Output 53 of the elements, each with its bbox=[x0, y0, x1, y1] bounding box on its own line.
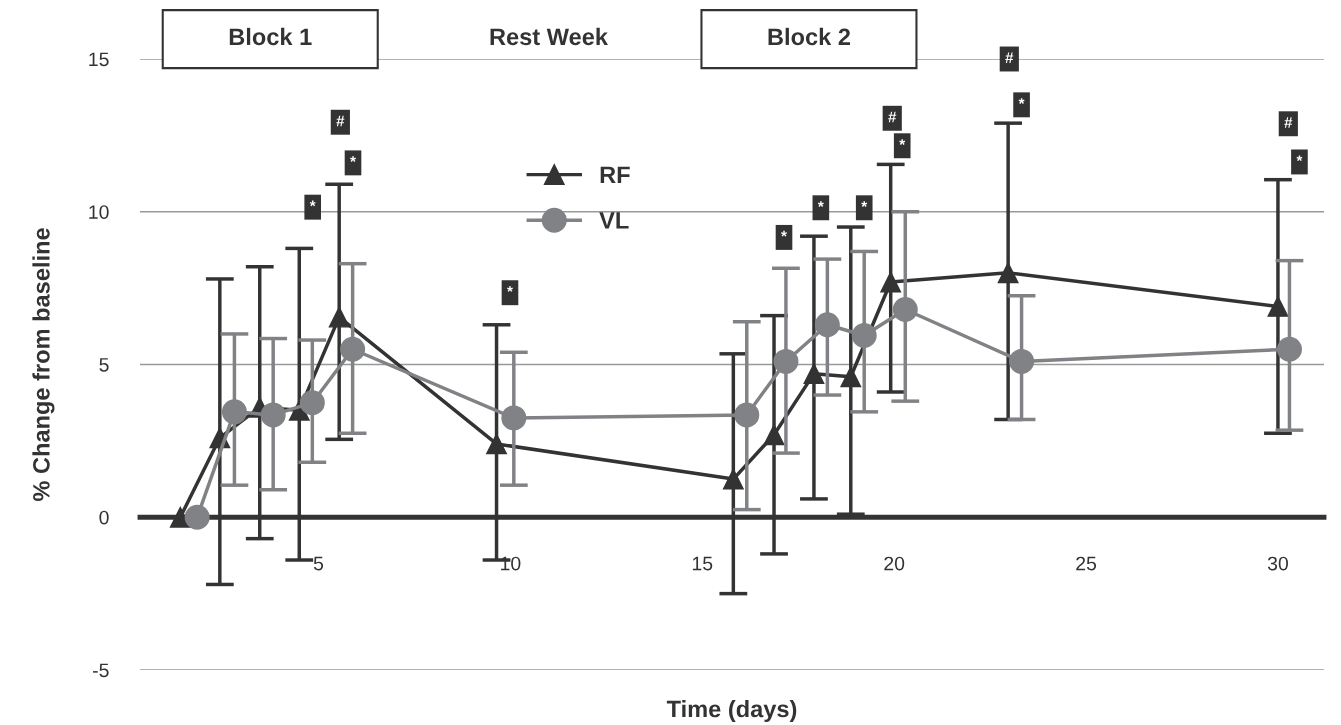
point bbox=[851, 322, 877, 348]
point bbox=[169, 506, 191, 528]
annotation: * bbox=[899, 139, 906, 145]
y-tick-label: 5 bbox=[99, 358, 109, 372]
point bbox=[501, 405, 527, 431]
annotation: # bbox=[336, 115, 345, 127]
point bbox=[997, 262, 1019, 284]
x-tick-label: 5 bbox=[313, 556, 324, 571]
text: Block 2 bbox=[768, 27, 851, 46]
point bbox=[892, 297, 918, 323]
point bbox=[880, 271, 902, 293]
annotation: * bbox=[1018, 98, 1025, 104]
point bbox=[1276, 336, 1302, 362]
y-tick-label: 0 bbox=[99, 510, 109, 525]
annotation: * bbox=[507, 286, 513, 292]
annotation: # bbox=[1284, 117, 1293, 128]
point bbox=[184, 504, 210, 530]
point bbox=[773, 348, 799, 374]
point bbox=[763, 424, 785, 446]
x-axis-title: Time (days) bbox=[666, 700, 797, 723]
annotation: * bbox=[1296, 155, 1303, 162]
annotation: # bbox=[888, 111, 897, 123]
legend-label: RF bbox=[600, 166, 630, 183]
point bbox=[328, 306, 350, 328]
point bbox=[340, 336, 366, 362]
text: Block 1 bbox=[229, 27, 312, 46]
y-axis-title: % Change from baseline bbox=[32, 228, 55, 502]
point bbox=[1267, 296, 1289, 317]
x-tick-label: 20 bbox=[884, 556, 905, 571]
x-tick-label: 25 bbox=[1076, 556, 1097, 571]
legend-label: VL bbox=[599, 212, 629, 229]
annotation: * bbox=[781, 230, 787, 237]
y-tick-label: 15 bbox=[89, 52, 109, 67]
x-tick-label: 30 bbox=[1267, 556, 1288, 571]
annotation: * bbox=[817, 201, 824, 207]
point bbox=[1009, 348, 1035, 374]
y-tick-label: -5 bbox=[93, 663, 109, 678]
point bbox=[803, 363, 825, 385]
annotation: * bbox=[350, 156, 356, 162]
text: Rest Week bbox=[490, 27, 609, 46]
point bbox=[814, 312, 840, 338]
point bbox=[734, 402, 760, 428]
point bbox=[486, 433, 507, 455]
point bbox=[299, 390, 325, 416]
point bbox=[260, 402, 286, 428]
y-tick-label: 10 bbox=[89, 205, 109, 219]
annotation: * bbox=[309, 200, 316, 207]
point bbox=[722, 468, 744, 490]
annotation: # bbox=[1005, 52, 1014, 63]
point bbox=[840, 366, 862, 388]
x-tick-label: 15 bbox=[692, 556, 713, 571]
annotation: * bbox=[861, 201, 868, 207]
point bbox=[221, 399, 247, 425]
